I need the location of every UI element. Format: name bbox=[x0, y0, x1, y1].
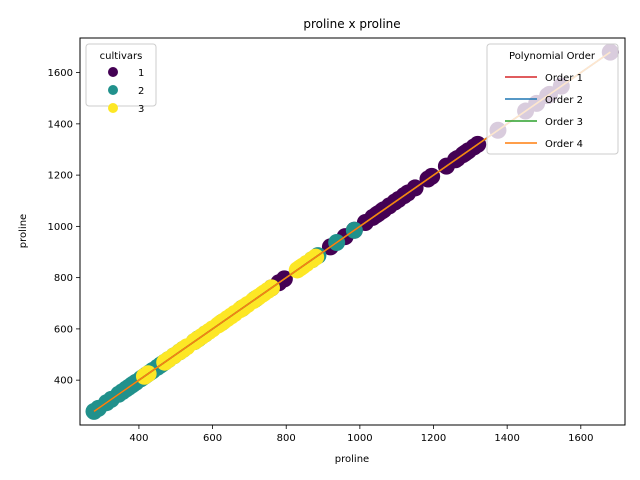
chart-title: proline x proline bbox=[303, 17, 400, 31]
ticks-layer: 400 600 800 1000 1200 1400 1600400600800100012… bbox=[48, 68, 594, 444]
legend-box bbox=[85, 43, 157, 107]
y-axis-label: proline bbox=[18, 214, 29, 248]
legend-title: cultivars bbox=[100, 51, 143, 62]
y-tick-label: 1600 bbox=[48, 68, 73, 79]
legend-label: Order 2 bbox=[545, 95, 583, 106]
legend-marker-cultivar-3 bbox=[108, 103, 118, 113]
legend-label: Order 1 bbox=[545, 73, 583, 84]
x-tick-label: 1400 bbox=[494, 433, 519, 444]
legend-label: 2 bbox=[138, 86, 144, 97]
plot-frame bbox=[79, 37, 626, 426]
legend-label: Order 4 bbox=[545, 139, 583, 150]
legend-polynomial-order: Polynomial Order Order 1 Order 2 Order 3 Ord… bbox=[486, 43, 619, 155]
y-tick-label: 1000 bbox=[48, 222, 73, 233]
y-tick-label: 800 bbox=[54, 273, 73, 284]
x-tick-label: 800 bbox=[277, 433, 296, 444]
y-tick-label: 1200 bbox=[48, 171, 73, 182]
legend-label: 3 bbox=[138, 104, 144, 115]
x-tick-label: 600 bbox=[203, 433, 222, 444]
x-tick-label: 1000 bbox=[347, 433, 372, 444]
legend-label: 1 bbox=[138, 68, 144, 79]
y-tick-label: 600 bbox=[54, 324, 73, 335]
y-tick-label: 400 bbox=[54, 376, 73, 387]
legend-marker-cultivar-2 bbox=[108, 85, 118, 95]
y-tick-label: 1400 bbox=[48, 119, 73, 130]
x-tick-label: 1200 bbox=[421, 433, 446, 444]
legend-label: Order 3 bbox=[545, 117, 583, 128]
x-axis-label: proline bbox=[335, 454, 369, 465]
legend-cultivars: cultivars 1 2 3 bbox=[85, 43, 157, 115]
x-tick-label: 1600 bbox=[568, 433, 593, 444]
legend-marker-cultivar-1 bbox=[108, 67, 118, 77]
x-tick-label: 400 bbox=[129, 433, 148, 444]
legend-box bbox=[486, 43, 619, 155]
legend-title: Polynomial Order bbox=[509, 51, 596, 62]
